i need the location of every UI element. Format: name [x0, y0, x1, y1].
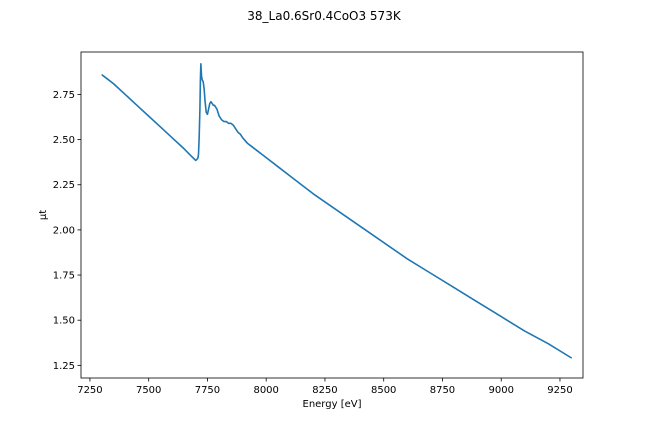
x-tick-label: 8750	[430, 385, 455, 396]
axes-frame	[80, 51, 584, 379]
x-axis: 7250 7500 7750 8000 8250 8500 8750 9000 9250	[77, 378, 573, 396]
x-tick-label: 8500	[371, 385, 396, 396]
y-axis: 1.25 1.50 1.75 2.00 2.25 2.50 2.75	[53, 90, 81, 372]
x-tick-label: 8000	[253, 385, 278, 396]
y-tick-label: 2.00	[53, 225, 75, 236]
y-tick-label: 2.50	[53, 135, 75, 146]
y-tick-label: 1.25	[53, 361, 75, 372]
x-tick-label: 7250	[77, 385, 102, 396]
x-tick-label: 8250	[312, 385, 337, 396]
x-axis-label: Energy [eV]	[303, 399, 362, 410]
series-line	[101, 62, 573, 359]
x-tick-label: 7500	[136, 385, 161, 396]
x-tick-label: 7750	[195, 385, 220, 396]
y-axis-label: μt	[38, 210, 49, 220]
y-tick-label: 1.50	[53, 316, 75, 327]
y-tick-label: 2.25	[53, 180, 75, 191]
x-tick-label: 9250	[547, 385, 572, 396]
chart-title: 38_La0.6Sr0.4CoO3 573K	[247, 9, 402, 23]
plot-area	[101, 62, 573, 359]
y-tick-label: 1.75	[53, 271, 75, 282]
x-tick-label: 9000	[488, 385, 513, 396]
y-tick-label: 2.75	[53, 90, 75, 101]
